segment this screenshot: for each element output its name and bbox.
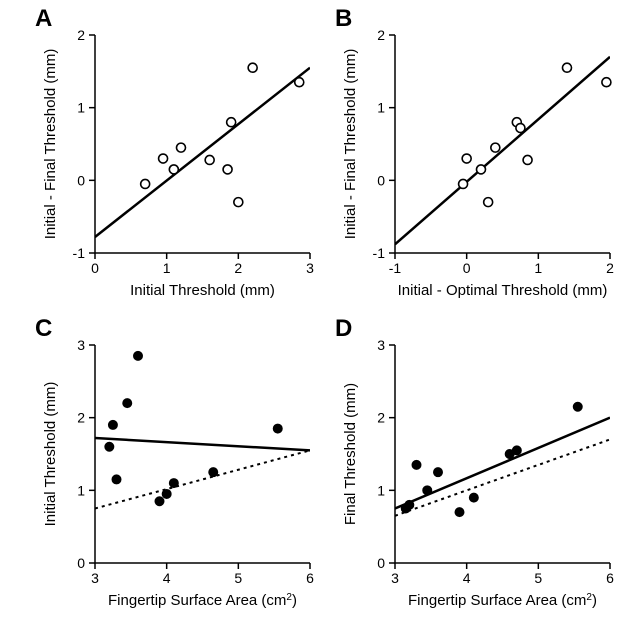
svg-text:Fingertip Surface Area (cm2): Fingertip Surface Area (cm2) (108, 592, 297, 609)
svg-text:2: 2 (606, 260, 614, 276)
svg-text:5: 5 (234, 570, 242, 586)
svg-text:3: 3 (91, 570, 99, 586)
svg-text:5: 5 (534, 570, 542, 586)
svg-text:1: 1 (377, 100, 385, 116)
svg-text:0: 0 (377, 172, 385, 188)
svg-text:6: 6 (606, 570, 614, 586)
svg-text:3: 3 (306, 260, 314, 276)
svg-text:-1: -1 (373, 245, 386, 261)
svg-text:4: 4 (463, 570, 471, 586)
svg-text:6: 6 (306, 570, 314, 586)
svg-text:2: 2 (77, 27, 85, 43)
panel-B: -1 0 1 2 -1 0 1 2 Initial - Optimal Threshold (m… (335, 20, 625, 310)
svg-text:Fingertip Surface Area (cm2): Fingertip Surface Area (cm2) (408, 592, 597, 609)
figure-root: { "figure": { "width": 638, "height": 64… (0, 0, 638, 640)
svg-text:1: 1 (77, 100, 85, 116)
svg-text:2: 2 (377, 27, 385, 43)
svg-text:0: 0 (463, 260, 471, 276)
svg-text:1: 1 (77, 482, 85, 498)
svg-text:3: 3 (377, 337, 385, 353)
svg-text:Initial - Final Threshold (mm): Initial - Final Threshold (mm) (342, 49, 359, 240)
svg-text:4: 4 (163, 570, 171, 586)
svg-text:Final Threshold (mm): Final Threshold (mm) (342, 383, 359, 525)
svg-text:1: 1 (377, 482, 385, 498)
svg-text:Initial - Final Threshold (mm): Initial - Final Threshold (mm) (42, 49, 59, 240)
svg-text:3: 3 (77, 337, 85, 353)
panel-C: 3 4 5 6 0 1 2 3 Fingertip Surface Area (cm2) Init… (35, 330, 325, 630)
svg-text:-1: -1 (73, 245, 86, 261)
svg-text:1: 1 (534, 260, 542, 276)
svg-text:0: 0 (91, 260, 99, 276)
svg-text:2: 2 (77, 410, 85, 426)
svg-text:1: 1 (163, 260, 171, 276)
svg-text:0: 0 (377, 555, 385, 571)
svg-text:-1: -1 (389, 260, 402, 276)
panel-D: 3 4 5 6 0 1 2 3 Fingertip Surface Area (cm2) Fina… (335, 330, 625, 630)
svg-text:2: 2 (377, 410, 385, 426)
svg-text:3: 3 (391, 570, 399, 586)
svg-text:Initial - Optimal Threshold (m: Initial - Optimal Threshold (mm) (398, 282, 608, 299)
svg-text:2: 2 (234, 260, 242, 276)
svg-text:0: 0 (77, 555, 85, 571)
svg-text:Initial Threshold (mm): Initial Threshold (mm) (130, 282, 275, 299)
panel-A: 0 1 2 3 -1 0 1 2 Initial Threshold (mm) Initial -… (35, 20, 325, 310)
svg-text:Initial Threshold (mm): Initial Threshold (mm) (42, 382, 59, 527)
svg-text:0: 0 (77, 172, 85, 188)
